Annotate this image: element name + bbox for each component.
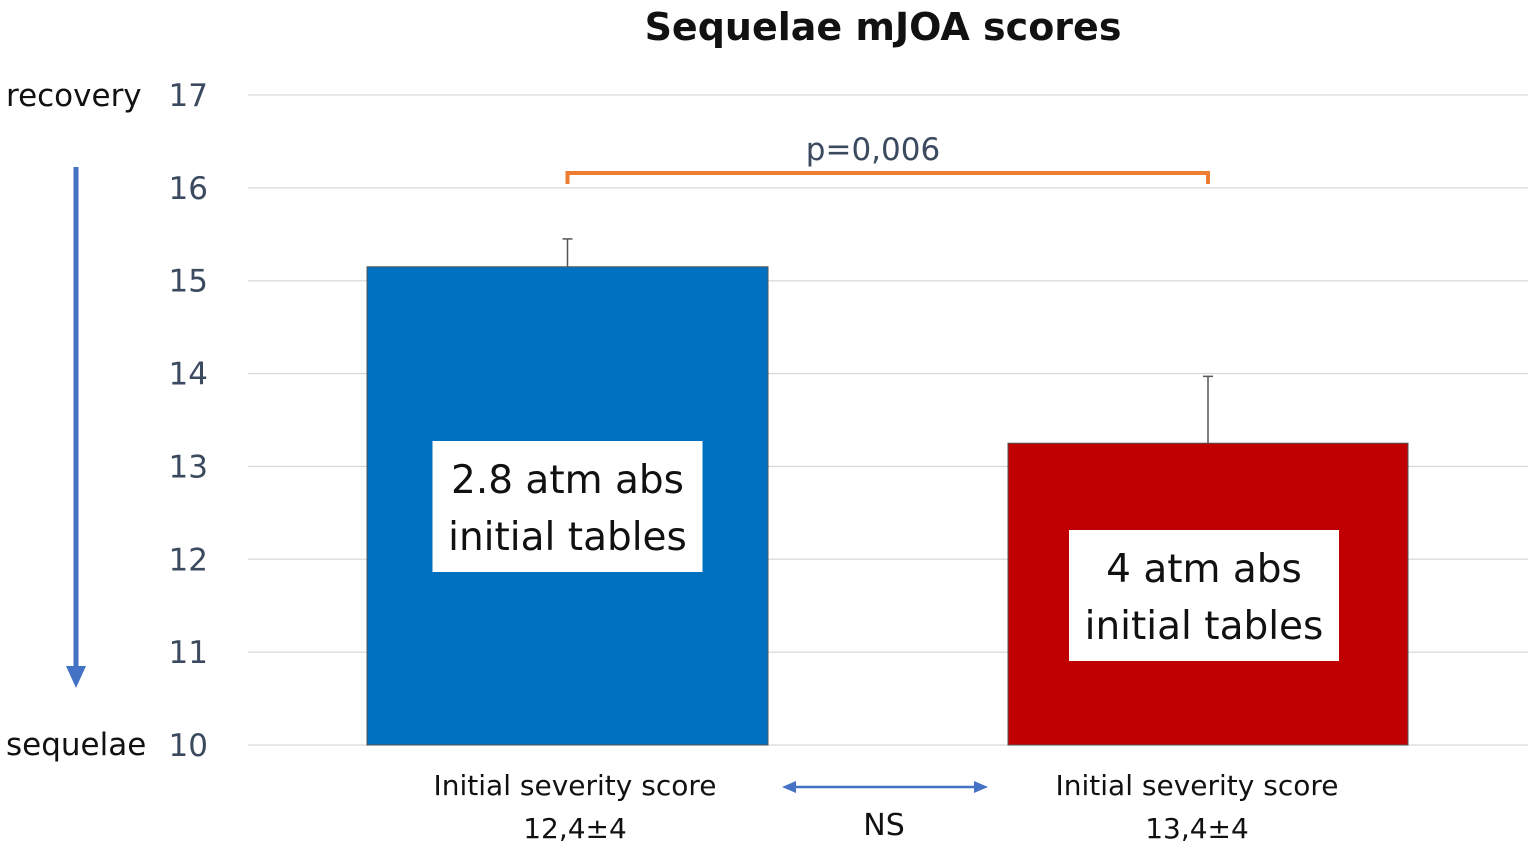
y-tick-label-15: 15 [169, 264, 208, 300]
y-tick-label-10: 10 [169, 728, 208, 764]
category-label-2-line2: 13,4±4 [1145, 812, 1249, 845]
bar-label-2-line2: initial tables [1085, 604, 1324, 649]
y-tick-label-16: 16 [169, 171, 208, 207]
category-labels: Initial severity score 12,4±4 Initial se… [434, 769, 1339, 845]
category-label-2-line1: Initial severity score [1056, 769, 1339, 802]
y-tick-label-13: 13 [169, 449, 208, 485]
bar-label-2-line1: 4 atm abs [1106, 547, 1302, 592]
bar-label-1-line1: 2.8 atm abs [451, 458, 684, 503]
y-tick-label-12: 12 [169, 542, 208, 578]
category-label-1-line1: Initial severity score [434, 769, 717, 802]
y-tick-label-14: 14 [169, 357, 208, 393]
bar-label-box-1 [432, 441, 703, 572]
y-tick-label-17: 17 [169, 78, 208, 114]
bar-label-1-line2: initial tables [448, 515, 687, 560]
down-arrow-icon [66, 167, 86, 688]
p-value-label: p=0,006 [806, 132, 940, 168]
significance-bracket: p=0,006 [565, 132, 1210, 184]
chart-title: Sequelae mJOA scores [645, 5, 1122, 49]
bar-label-box-2 [1069, 530, 1339, 661]
category-label-1-line2: 12,4±4 [523, 812, 627, 845]
y-axis-ticks: 10 11 12 13 14 15 16 17 [169, 78, 208, 764]
axis-label-sequelae: sequelae [6, 727, 146, 763]
bars-group: 2.8 atm abs initial tables 4 atm abs initia… [366, 238, 1409, 746]
ns-label: NS [863, 808, 904, 843]
y-tick-label-11: 11 [169, 635, 208, 671]
axis-label-recovery: recovery [6, 78, 142, 114]
double-arrow-icon [782, 781, 988, 793]
